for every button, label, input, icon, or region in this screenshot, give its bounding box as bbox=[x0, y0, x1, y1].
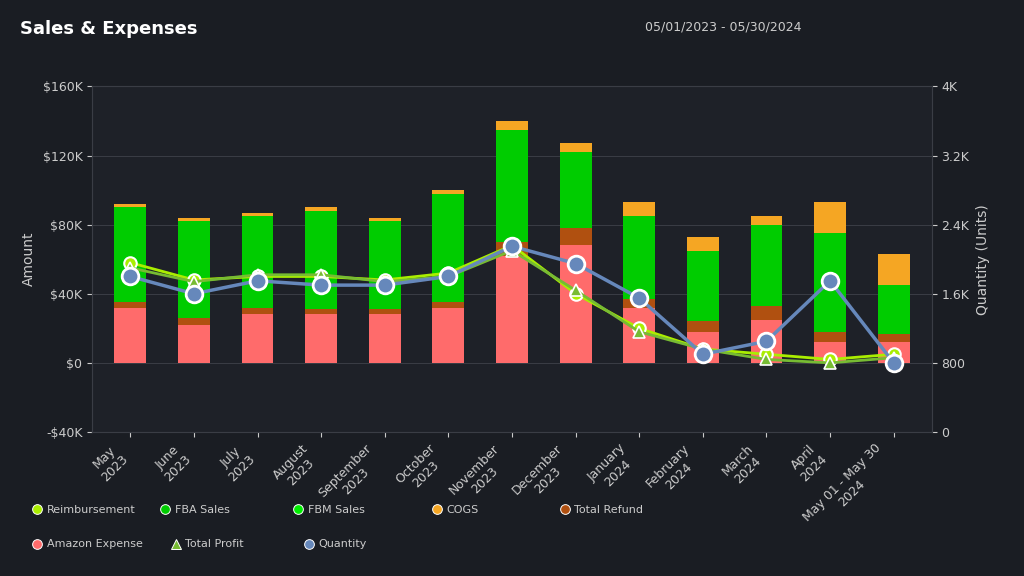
Bar bbox=[242, 216, 273, 363]
Bar bbox=[751, 306, 782, 320]
Bar bbox=[496, 130, 528, 363]
Bar bbox=[496, 256, 528, 363]
Bar bbox=[560, 143, 592, 152]
Bar bbox=[242, 309, 273, 314]
Bar bbox=[115, 207, 146, 363]
Bar bbox=[687, 251, 719, 363]
Bar bbox=[496, 121, 528, 130]
Text: Quantity: Quantity bbox=[318, 539, 367, 550]
Text: FBM Sales: FBM Sales bbox=[308, 505, 366, 515]
Bar bbox=[369, 218, 400, 221]
Bar bbox=[814, 202, 846, 233]
Text: Amazon Expense: Amazon Expense bbox=[47, 539, 143, 550]
Bar bbox=[305, 207, 337, 211]
Bar bbox=[624, 299, 655, 308]
Bar bbox=[432, 190, 464, 194]
Bar bbox=[305, 211, 337, 363]
Bar bbox=[624, 202, 655, 216]
Bar bbox=[178, 318, 210, 325]
Bar bbox=[432, 308, 464, 363]
Bar bbox=[305, 309, 337, 314]
Bar bbox=[496, 242, 528, 256]
Bar bbox=[878, 285, 909, 363]
Bar bbox=[751, 216, 782, 225]
Bar bbox=[751, 225, 782, 363]
Text: Total Refund: Total Refund bbox=[574, 505, 643, 515]
Bar bbox=[814, 342, 846, 363]
Bar bbox=[115, 308, 146, 363]
Bar bbox=[560, 245, 592, 363]
Y-axis label: Amount: Amount bbox=[22, 232, 36, 286]
Bar bbox=[624, 216, 655, 363]
Bar bbox=[814, 233, 846, 363]
Bar bbox=[560, 152, 592, 363]
Bar bbox=[242, 314, 273, 363]
Text: Sales & Expenses: Sales & Expenses bbox=[20, 20, 198, 38]
Bar bbox=[432, 302, 464, 308]
Bar bbox=[687, 237, 719, 251]
Bar bbox=[878, 334, 909, 342]
Text: FBA Sales: FBA Sales bbox=[175, 505, 230, 515]
Bar bbox=[178, 218, 210, 221]
Bar bbox=[687, 321, 719, 332]
Bar bbox=[369, 221, 400, 363]
Bar bbox=[115, 204, 146, 207]
Bar bbox=[432, 194, 464, 363]
Bar bbox=[687, 332, 719, 363]
Text: COGS: COGS bbox=[446, 505, 478, 515]
Bar bbox=[624, 308, 655, 363]
Bar bbox=[751, 320, 782, 363]
Bar bbox=[560, 228, 592, 245]
Bar bbox=[178, 325, 210, 363]
Bar bbox=[369, 309, 400, 314]
Text: Total Profit: Total Profit bbox=[185, 539, 244, 550]
Text: 05/01/2023 - 05/30/2024: 05/01/2023 - 05/30/2024 bbox=[645, 20, 802, 33]
Bar bbox=[878, 254, 909, 285]
Y-axis label: Quantity (Units): Quantity (Units) bbox=[976, 204, 990, 314]
Bar bbox=[115, 302, 146, 308]
Bar bbox=[178, 221, 210, 363]
Bar bbox=[369, 314, 400, 363]
Bar bbox=[878, 342, 909, 363]
Bar bbox=[814, 332, 846, 342]
Bar bbox=[242, 213, 273, 216]
Text: Reimbursement: Reimbursement bbox=[47, 505, 136, 515]
Bar bbox=[305, 314, 337, 363]
